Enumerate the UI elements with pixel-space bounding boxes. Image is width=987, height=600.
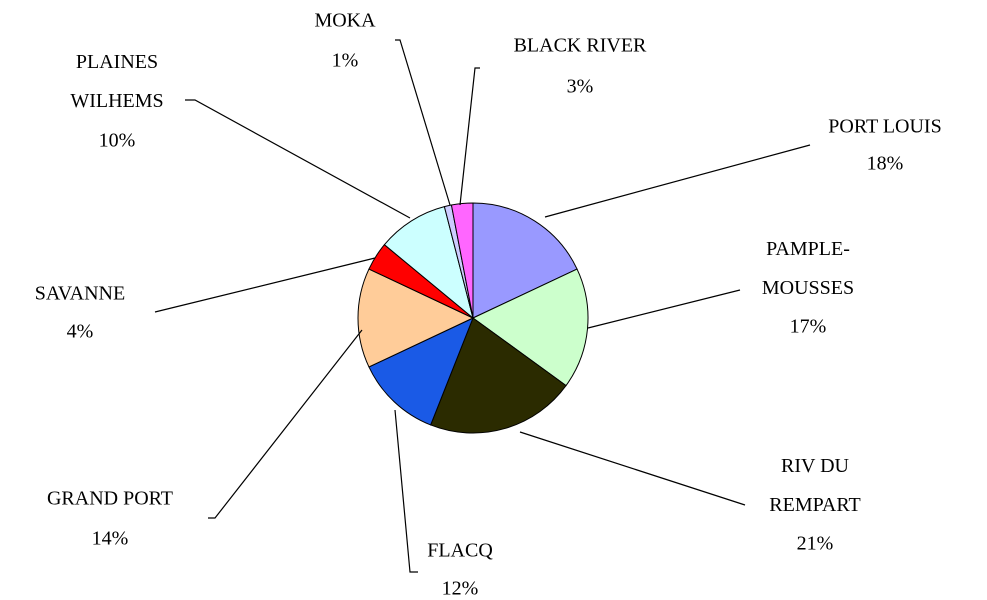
- slice-value-label: 3%: [567, 76, 594, 98]
- slice-label: PLAINES WILHEMS: [70, 51, 163, 112]
- pie-slice: [383, 206, 474, 320]
- slice-label: BLACK RIVER: [514, 35, 647, 57]
- slice-value-label: 10%: [99, 130, 136, 152]
- slice-value-label: 4%: [67, 321, 94, 343]
- slice-label: PAMPLE-MOUSSES: [762, 238, 854, 299]
- pie-slice: [450, 202, 474, 319]
- leader-line: [185, 99, 411, 219]
- leader-line: [544, 144, 811, 218]
- slice-label: RIV DU REMPART: [769, 455, 860, 516]
- slice-label: MOKA: [314, 10, 376, 32]
- leader-line: [459, 67, 480, 206]
- pie-slice: [368, 317, 474, 426]
- slice-value-label: 12%: [442, 578, 479, 600]
- slice-value-label: 21%: [797, 533, 834, 555]
- slice-label: PORT LOUIS: [828, 116, 941, 138]
- leader-line: [208, 329, 363, 519]
- pie-slice: [472, 202, 578, 319]
- pie-slice: [430, 317, 567, 434]
- leader-line: [154, 257, 376, 313]
- slice-value-label: 1%: [332, 50, 359, 72]
- leader-line: [395, 39, 451, 206]
- slice-value-label: 17%: [790, 316, 827, 338]
- slice-label: FLACQ: [427, 540, 493, 562]
- slice-label: SAVANNE: [35, 283, 125, 305]
- pie-slice: [472, 268, 589, 387]
- pie-slice: [357, 268, 475, 368]
- leader-line: [394, 409, 418, 573]
- slice-value-label: 14%: [92, 528, 129, 550]
- leader-line: [587, 289, 741, 329]
- slice-label: GRAND PORT: [47, 488, 173, 510]
- leader-line: [519, 431, 746, 506]
- slice-value-label: 18%: [867, 153, 904, 175]
